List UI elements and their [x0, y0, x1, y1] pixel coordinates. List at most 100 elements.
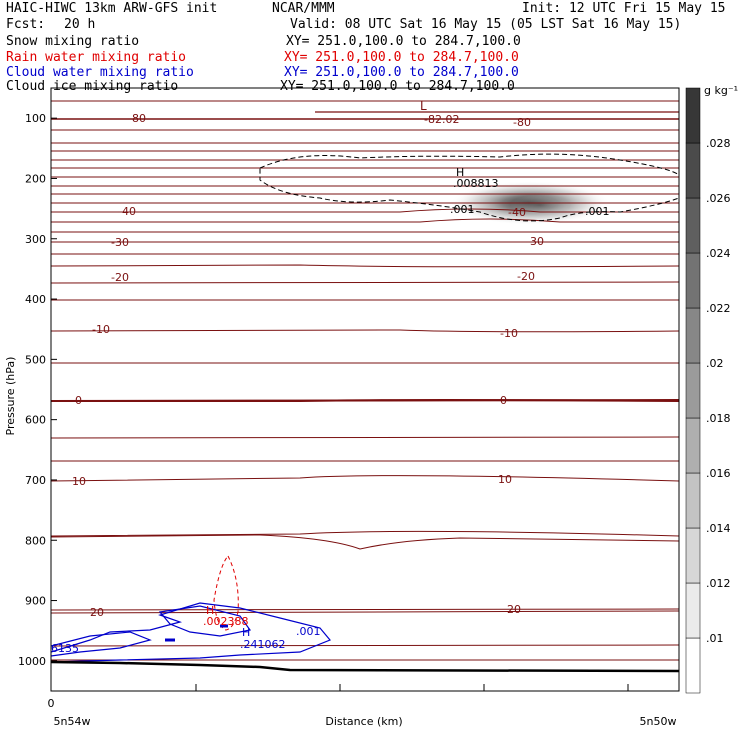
field-xy-rain: XY= 251.0,100.0 to 284.7,100.0: [284, 50, 519, 65]
temp-label: -40: [508, 206, 526, 219]
y-axis-label: Pressure (hPa): [4, 357, 17, 436]
fcst-value: 20 h: [64, 17, 96, 32]
field-xy-cloud-ice: XY= 251.0,100.0 to 284.7,100.0: [280, 79, 515, 94]
x-axis-label: Distance (km): [325, 715, 402, 728]
field-xy-cloud-water: XY= 251.0,100.0 to 284.7,100.0: [284, 65, 519, 80]
colorbar-segment: [685, 472, 701, 529]
colorbar-segment: [685, 417, 701, 474]
colorbar-tick-label: .02: [706, 357, 724, 370]
field-name-cloud-ice: Cloud ice mixing ratio: [6, 79, 179, 94]
plot-title: HAIC-HIWC 13km ARW-GFS init: [6, 1, 218, 16]
colorbar-segment: [685, 252, 701, 309]
cloud-water-contour: [51, 631, 152, 657]
colorbar: .01 .012 .014 .016 .018 .02 .022 .024 .026 .028: [685, 87, 731, 694]
colorbar-tick-label: .028: [706, 137, 731, 150]
temp-label: -20: [111, 271, 129, 284]
isotherm-line: [51, 329, 679, 333]
temp-label: 10: [72, 475, 86, 488]
ice-label: .008813: [453, 177, 499, 190]
y-tick-label: 300: [25, 233, 46, 246]
temp-label: -10: [92, 323, 110, 336]
temp-label: -30: [111, 236, 129, 249]
colorbar-segment: [685, 307, 701, 364]
colorbar-tick-label: .022: [706, 302, 731, 315]
valid-label: Valid: 08 UTC Sat 16 May 15 (05 LST Sat …: [290, 17, 682, 32]
colorbar-segment: [685, 197, 701, 254]
y-tick-label: 600: [25, 414, 46, 427]
isotherm-line: [51, 218, 679, 223]
isotherm-line: [51, 608, 679, 611]
colorbar-segment: [685, 362, 701, 419]
colorbar-segment: [685, 527, 701, 584]
colorbar-tick-label: .018: [706, 412, 731, 425]
x-right-label: 5n50w: [640, 715, 677, 728]
colorbar-tick-label: .01: [706, 632, 724, 645]
colorbar-segment: [685, 87, 701, 144]
y-tick-label: 700: [25, 474, 46, 487]
field-name-rain: Rain water mixing ratio: [6, 50, 187, 65]
isotherm-line: [51, 436, 679, 439]
ice-label: H: [456, 166, 464, 179]
fcst-label: Fcst:: [6, 17, 46, 32]
cloud-water-label: 6135: [51, 642, 79, 655]
rain-label: H: [206, 604, 214, 617]
temp-label: -10: [500, 327, 518, 340]
colorbar-tick-label: .026: [706, 192, 731, 205]
y-tick-label: 900: [25, 595, 46, 608]
isotherm-line: [51, 281, 679, 284]
temp-label: L: [420, 99, 427, 113]
init-label: Init: 12 UTC Fri 15 May 15: [522, 1, 726, 16]
cloud-ice-contour: [259, 153, 679, 222]
isotherm-line: [51, 644, 679, 647]
colorbar-tick-label: .016: [706, 467, 731, 480]
isotherm-line: [51, 530, 679, 537]
x-left-label: 5n54w: [54, 715, 91, 728]
temp-label: 0: [500, 394, 507, 407]
isotherm-line: [51, 208, 679, 213]
x-tick-label-zero: 0: [48, 697, 55, 710]
y-tick-label: 200: [25, 172, 46, 185]
cloud-water-contour: [158, 605, 252, 637]
rain-label: .002388: [203, 615, 249, 628]
y-tick-label: 800: [25, 534, 46, 547]
field-name-cloud-water: Cloud water mixing ratio: [6, 65, 194, 80]
cloud-water-contour: [51, 602, 331, 663]
field-xy-snow: XY= 251.0,100.0 to 284.7,100.0: [286, 34, 521, 49]
org-label: NCAR/MMM: [272, 1, 335, 16]
cloud-ice-shading-core: [510, 195, 570, 215]
colorbar-segment: [685, 582, 701, 639]
temp-label: 0: [75, 394, 82, 407]
temp-label: -80: [128, 112, 146, 125]
isotherm-line: [51, 534, 679, 550]
colorbar-segment: [685, 142, 701, 199]
colorbar-units: g kg⁻¹: [704, 84, 738, 97]
plot-frame: [50, 87, 680, 692]
field-name-snow: Snow mixing ratio: [6, 34, 140, 49]
rain-water-contour: [213, 555, 239, 631]
terrain-line: [51, 660, 679, 673]
isotherm-line: [51, 264, 679, 268]
cloud-water-label: .241062: [240, 638, 286, 651]
temp-label: 20: [507, 603, 521, 616]
isotherm-zero-line: [51, 399, 679, 402]
temp-label: -30: [526, 235, 544, 248]
colorbar-tick-label: .012: [706, 577, 731, 590]
temp-label: 20: [90, 606, 104, 619]
isotherm-line: [51, 475, 679, 482]
y-tick-label: 1000: [18, 655, 46, 668]
temp-label: 10: [498, 473, 512, 486]
y-tick-label: 100: [25, 112, 46, 125]
temp-label: -20: [517, 270, 535, 283]
temp-label: -40: [118, 205, 136, 218]
temp-label: -82.02: [424, 113, 459, 126]
isotherm-line: [51, 610, 679, 614]
colorbar-tick-label: .014: [706, 522, 731, 535]
cloud-water-label: .001: [296, 625, 321, 638]
y-tick-label: 500: [25, 353, 46, 366]
temp-label: -80: [513, 116, 531, 129]
y-tick-label: 400: [25, 293, 46, 306]
cloud-water-label: H: [242, 626, 250, 639]
colorbar-tick-label: .024: [706, 247, 731, 260]
ice-label: .001: [585, 205, 610, 218]
